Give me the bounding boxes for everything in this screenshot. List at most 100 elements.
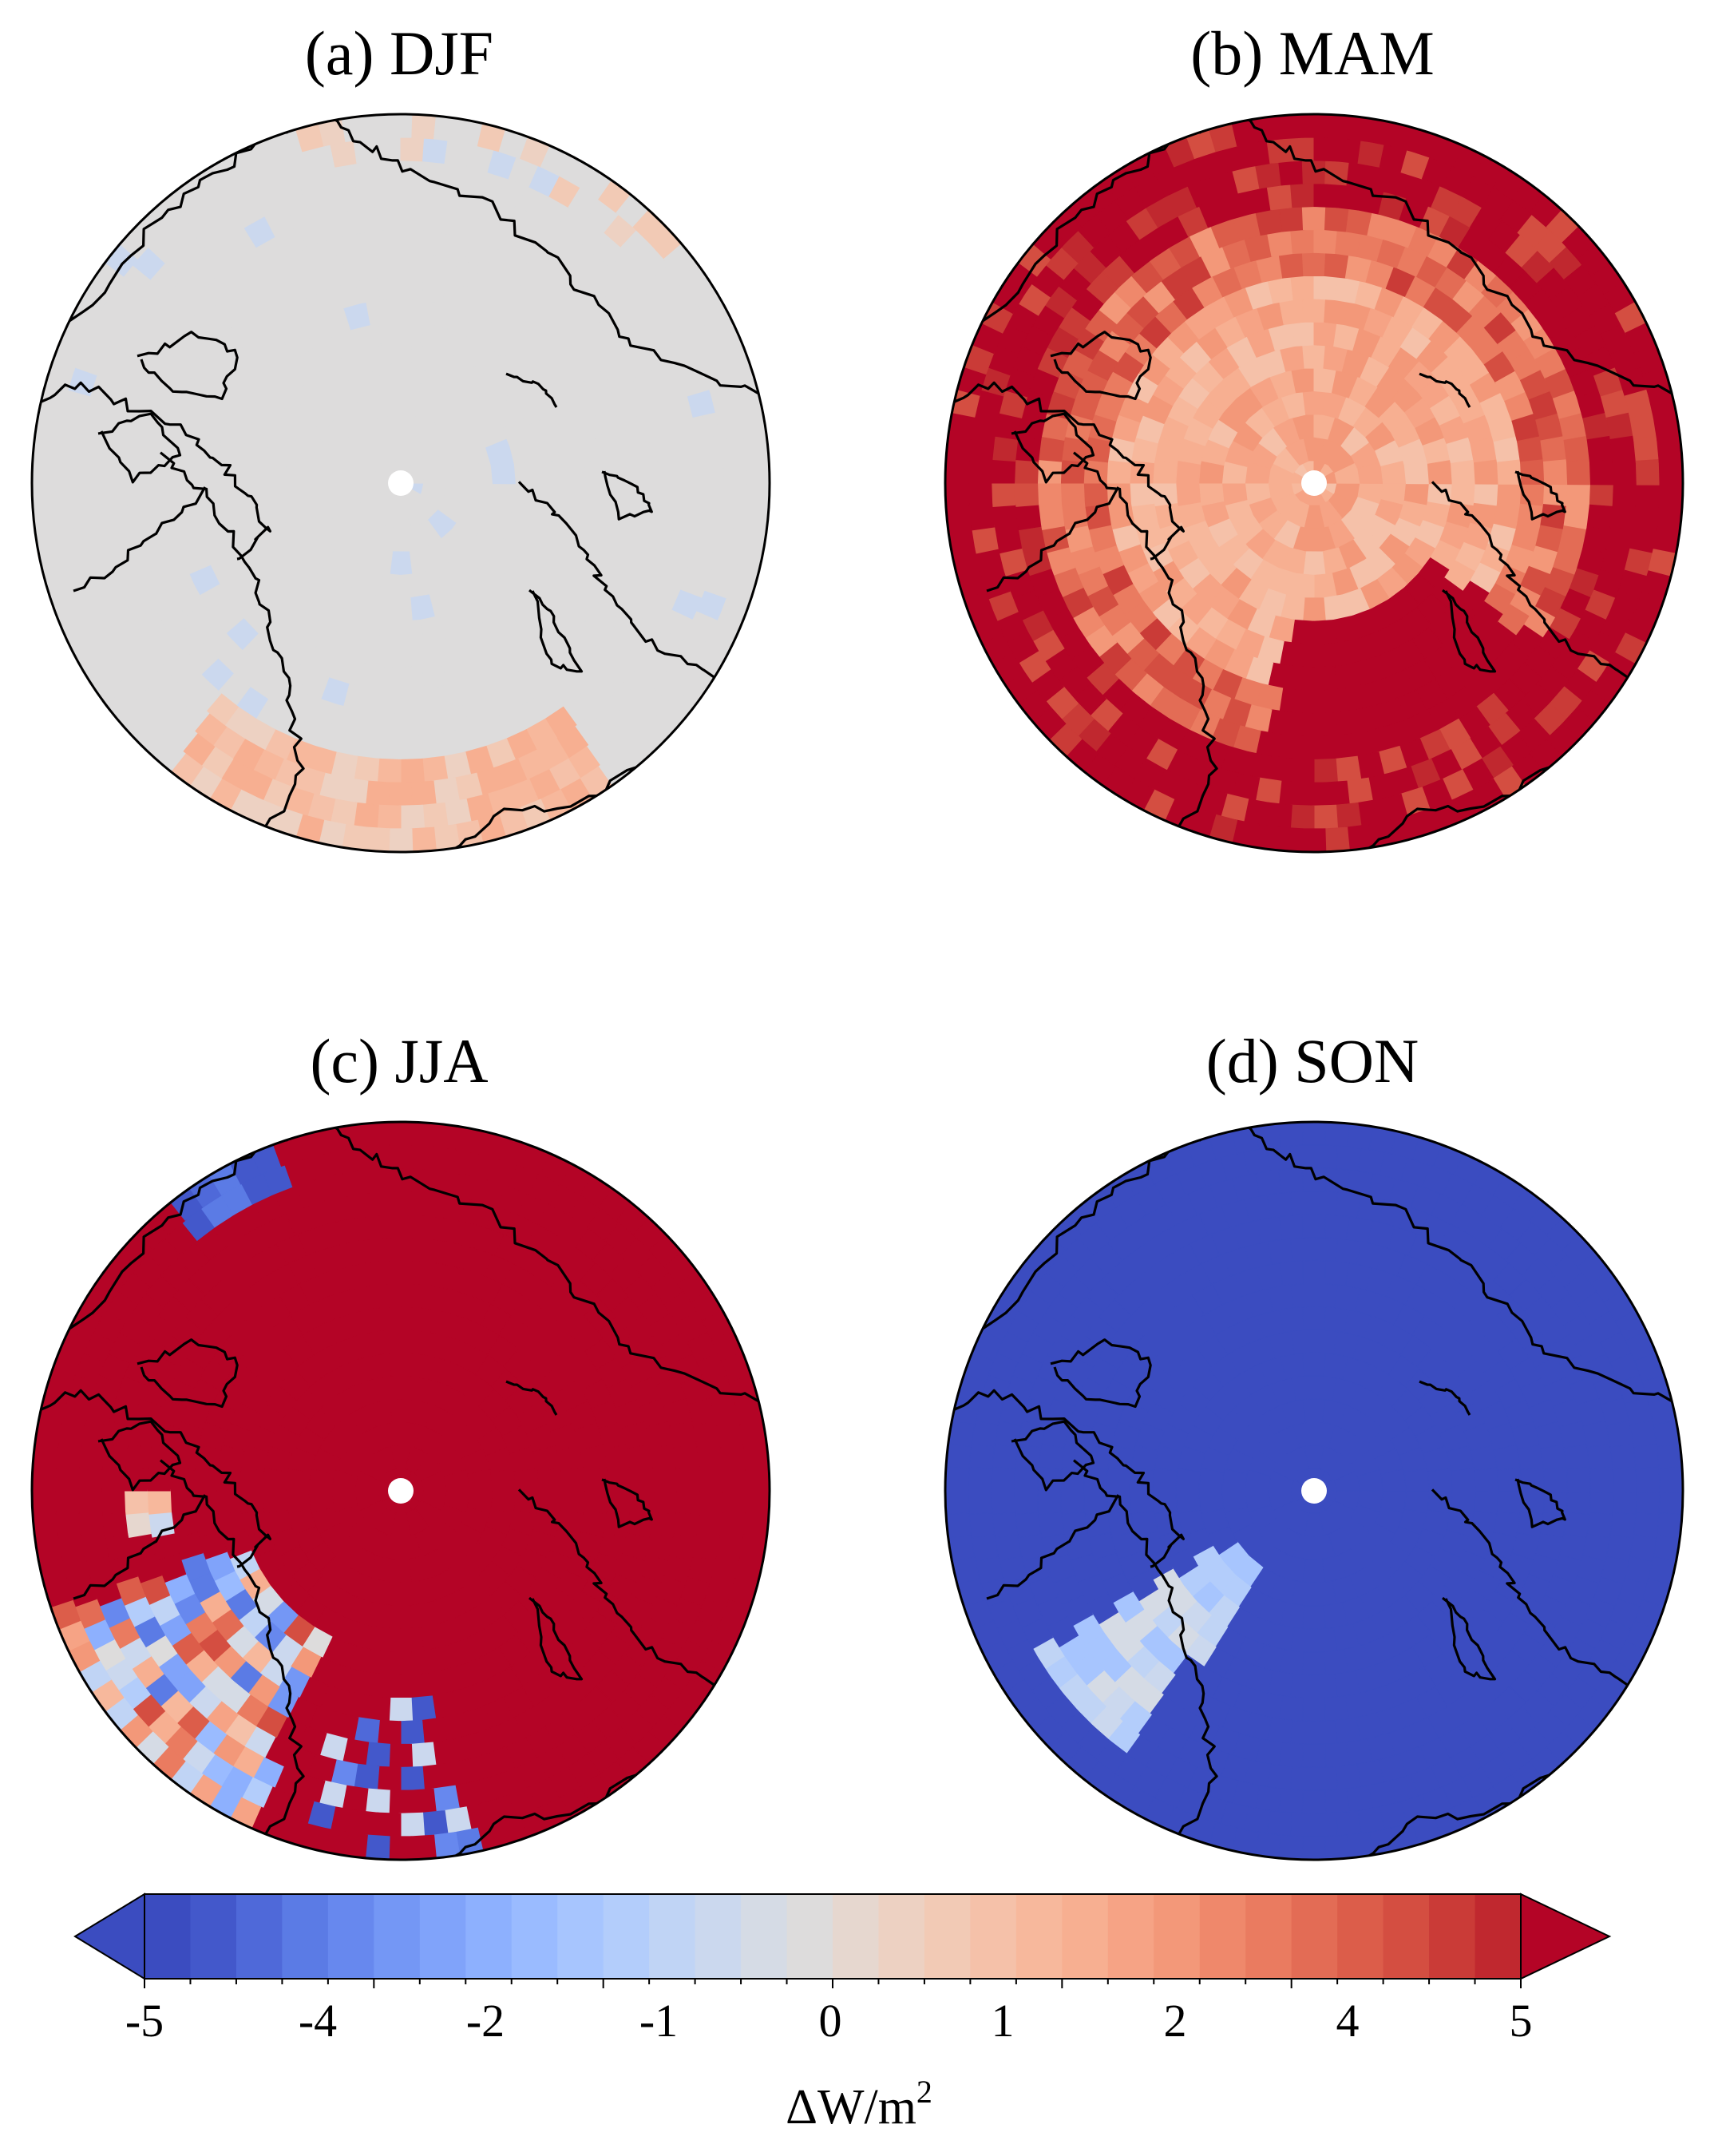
grid-cell xyxy=(375,758,402,784)
grid-cell xyxy=(1427,1467,1454,1492)
grid-cell xyxy=(146,481,172,507)
grid-cell xyxy=(386,735,414,761)
coastline xyxy=(1442,1596,1497,1681)
coastline xyxy=(1514,1478,1566,1528)
grid-cell xyxy=(377,275,402,300)
grid-cell xyxy=(1300,735,1327,761)
grid-cell xyxy=(990,481,1016,508)
grid-cell xyxy=(1301,551,1326,576)
grid-cell xyxy=(32,1464,57,1492)
grid-cell xyxy=(1658,482,1683,509)
grid-cell xyxy=(1289,1190,1316,1216)
north-pole-marker xyxy=(388,1478,414,1504)
grid-cell xyxy=(53,1488,80,1516)
coastline xyxy=(528,589,584,673)
grid-cell xyxy=(399,619,425,646)
grid-cell xyxy=(1059,481,1086,507)
grid-cell xyxy=(375,1766,402,1792)
grid-cell xyxy=(377,1282,402,1308)
grid-cell xyxy=(1300,1651,1327,1676)
grid-cell xyxy=(1278,1167,1305,1194)
grid-cell xyxy=(388,1605,413,1630)
grid-cell xyxy=(387,1697,414,1722)
grid-cell xyxy=(1291,367,1316,394)
coastline xyxy=(73,486,207,593)
grid-cell xyxy=(1657,1443,1683,1472)
grid-cell xyxy=(366,1306,392,1334)
coastline xyxy=(1419,1380,1471,1416)
grid-cell xyxy=(1278,1259,1305,1286)
grid-cell xyxy=(388,205,415,231)
grid-cell xyxy=(1633,1443,1661,1472)
grid-cell xyxy=(627,1443,655,1472)
grid-cell xyxy=(967,1464,993,1492)
grid-cell xyxy=(388,252,414,277)
grid-cell xyxy=(420,709,449,737)
grid-cell xyxy=(1312,804,1339,830)
grid-cell xyxy=(1586,435,1614,464)
grid-cell xyxy=(374,1812,402,1838)
grid-cell xyxy=(1301,252,1328,277)
grid-cell xyxy=(699,1466,725,1493)
grid-cell xyxy=(1301,1259,1328,1285)
colorbar-segment xyxy=(419,1894,466,1979)
colorbar-segment xyxy=(1154,1894,1201,1979)
coastline xyxy=(945,381,1185,561)
grid-cell xyxy=(1290,1236,1316,1262)
coastline xyxy=(1011,412,1095,484)
grid-cell xyxy=(652,459,679,485)
grid-cell xyxy=(1278,252,1305,279)
grid-cell xyxy=(1313,182,1340,208)
coastline xyxy=(160,451,305,852)
grid-cell xyxy=(1302,1352,1327,1377)
grid-cell xyxy=(650,1443,678,1472)
grid-cell xyxy=(365,1167,392,1194)
grid-cell xyxy=(1301,1306,1328,1330)
grid-cell xyxy=(1313,228,1340,255)
grid-cell xyxy=(32,1488,57,1516)
grid-cell xyxy=(1589,482,1615,509)
grid-cell xyxy=(1323,1648,1349,1676)
grid-cell xyxy=(388,597,413,622)
grid-cell xyxy=(387,1651,414,1676)
coastline xyxy=(32,1389,271,1568)
grid-cell xyxy=(629,459,655,485)
field-layer xyxy=(945,1122,1683,1860)
grid-cell xyxy=(1301,1559,1326,1583)
coastline xyxy=(310,114,770,401)
grid-cell xyxy=(1635,482,1661,509)
grid-cell xyxy=(1291,1374,1316,1401)
grid-cell xyxy=(1289,182,1316,208)
coastline xyxy=(1011,1420,1095,1492)
colorbar-segment xyxy=(465,1894,513,1979)
grid-cell xyxy=(378,1374,402,1401)
grid-cell xyxy=(1288,1766,1315,1792)
colorbar-tick-label: 2 xyxy=(1163,1995,1187,2047)
grid-cell xyxy=(388,1213,415,1239)
north-pole-marker xyxy=(1301,1478,1327,1504)
grid-cell xyxy=(32,457,57,484)
grid-cell xyxy=(1313,136,1340,162)
grid-cell xyxy=(388,1306,414,1330)
panel-title-mam: (b) MAM xyxy=(1190,18,1435,88)
colorbar-tick-label: 0 xyxy=(818,1995,842,2047)
grid-cell xyxy=(1290,228,1316,255)
grid-cell xyxy=(388,1122,415,1146)
coastline xyxy=(1442,589,1497,673)
grid-cell xyxy=(1589,458,1615,485)
grid-cell xyxy=(124,1510,152,1539)
grid-cell xyxy=(1266,183,1295,211)
grid-cell xyxy=(945,502,972,531)
grid-cell xyxy=(1312,1580,1337,1607)
grid-cell xyxy=(1288,758,1315,784)
panel-title-son: (d) SON xyxy=(1205,1026,1419,1096)
grid-cell xyxy=(1612,458,1638,485)
grid-cell xyxy=(603,436,631,464)
grid-cell xyxy=(945,1464,970,1492)
colorbar-segment xyxy=(1015,1894,1063,1979)
grid-cell xyxy=(967,481,993,508)
grid-cell xyxy=(169,1488,195,1515)
coastline xyxy=(986,486,1120,593)
grid-cell xyxy=(431,777,461,806)
grid-cell xyxy=(696,435,724,464)
